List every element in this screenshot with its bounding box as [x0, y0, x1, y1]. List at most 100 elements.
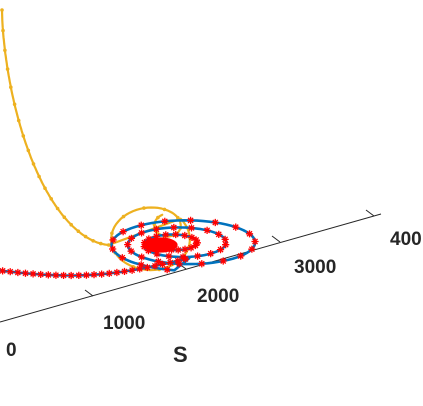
red-star-marker	[248, 245, 256, 253]
red-star-marker	[161, 217, 169, 225]
red-star-marker	[187, 244, 195, 252]
red-star-marker	[162, 231, 170, 239]
red-star-marker	[44, 271, 52, 279]
yellow-marker	[142, 206, 146, 210]
series-yellow-curve	[0, 8, 191, 272]
series-yellow-markers	[0, 8, 192, 272]
tick-mark-1000	[84, 289, 94, 297]
red-star-marker	[128, 266, 136, 274]
red-star-marker	[145, 235, 153, 243]
red-star-marker	[215, 230, 223, 238]
red-star-marker	[118, 254, 126, 262]
tick-mark-3000	[271, 235, 281, 243]
red-star-marker	[59, 271, 68, 280]
red-star-marker	[67, 271, 75, 280]
red-star-marker	[172, 230, 180, 239]
red-star-marker	[143, 263, 151, 272]
red-star-marker	[166, 259, 174, 267]
yellow-marker	[106, 243, 111, 247]
tick-label-0: 0	[6, 340, 17, 361]
red-star-marker	[187, 216, 195, 225]
red-star-marker	[207, 249, 215, 258]
red-star-marker	[109, 236, 117, 244]
red-star-marker	[163, 266, 171, 274]
red-star-marker	[245, 230, 254, 238]
red-star-marker	[37, 270, 45, 279]
s-axis-line	[0, 213, 382, 323]
tick-label-3000: 3000	[294, 257, 336, 278]
yellow-marker	[62, 215, 67, 219]
red-star-marker	[119, 228, 127, 236]
red-star-marker	[109, 245, 117, 253]
red-star-marker	[191, 241, 200, 250]
yellow-marker	[26, 148, 31, 153]
red-star-marker	[138, 253, 146, 261]
red-star-marker	[174, 246, 182, 254]
yellow-marker	[21, 134, 26, 138]
red-star-marker	[127, 234, 136, 242]
yellow-marker	[99, 241, 103, 246]
yellow-marker	[12, 102, 17, 107]
red-star-marker	[179, 253, 187, 261]
red-star-marker	[82, 271, 91, 279]
red-star-marker	[90, 271, 98, 279]
red-star-marker	[154, 257, 162, 266]
red-star-marker	[124, 241, 132, 249]
red-star-marker	[151, 262, 159, 270]
yellow-marker	[37, 174, 41, 179]
red-star-marker	[21, 269, 30, 277]
tick-label-4000: 400	[390, 229, 422, 250]
red-star-marker	[158, 260, 167, 268]
yellow-marker	[176, 215, 180, 220]
red-star-marker	[137, 229, 146, 237]
yellow-marker	[49, 197, 53, 201]
red-star-marker	[175, 260, 183, 268]
yellow-marker	[156, 215, 160, 220]
yellow-marker	[0, 8, 4, 12]
yellow-marker	[5, 67, 10, 71]
red-star-marker	[0, 267, 7, 275]
yellow-marker	[55, 206, 60, 211]
red-star-marker	[216, 246, 225, 254]
yellow-marker	[9, 85, 13, 89]
red-star-marker	[170, 223, 178, 232]
tick-mark-4000	[365, 209, 375, 217]
red-star-marker	[198, 260, 206, 268]
yellow-marker	[162, 207, 167, 212]
red-star-marker	[192, 236, 200, 244]
red-star-marker	[152, 225, 160, 233]
red-star-marker	[14, 268, 22, 277]
series-red-star-markers	[0, 216, 259, 280]
yellow-marker	[121, 214, 126, 219]
tick-label-1000: 1000	[103, 313, 145, 334]
tick-label-2000: 2000	[197, 286, 239, 307]
red-star-marker	[237, 252, 245, 260]
red-star-marker	[181, 231, 189, 240]
red-star-marker	[75, 271, 83, 279]
yellow-marker	[1, 28, 5, 33]
yellow-marker	[83, 234, 88, 239]
yellow-marker	[43, 186, 47, 190]
yellow-marker	[110, 231, 114, 236]
red-star-marker	[181, 245, 189, 253]
red-star-marker	[193, 252, 202, 260]
red-star-marker	[136, 265, 144, 273]
yellow-marker	[16, 118, 21, 123]
red-star-marker	[137, 261, 145, 269]
red-star-marker	[6, 268, 14, 276]
yellow-marker	[31, 162, 36, 166]
yellow-marker	[3, 48, 7, 53]
red-star-marker	[127, 247, 135, 255]
red-star-marker	[153, 250, 161, 258]
red-star-marker	[165, 252, 173, 260]
red-star-marker	[120, 267, 129, 276]
red-star-marker	[52, 271, 60, 279]
red-star-marker	[251, 237, 259, 246]
red-star-marker	[211, 218, 219, 227]
red-star-marker	[174, 257, 182, 265]
red-star-marker	[187, 224, 196, 232]
red-star-marker	[232, 223, 240, 231]
red-star-marker	[98, 270, 106, 278]
red-star-marker	[105, 269, 113, 277]
